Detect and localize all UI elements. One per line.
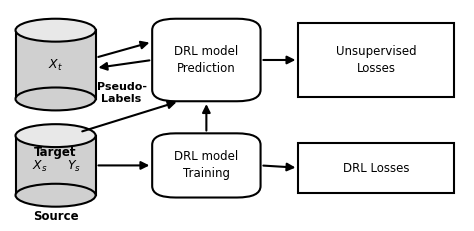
Text: $X_s$: $X_s$ xyxy=(32,158,48,173)
Bar xyxy=(16,136,96,195)
FancyBboxPatch shape xyxy=(152,134,261,198)
Text: $X_t$: $X_t$ xyxy=(48,58,63,73)
Text: Target: Target xyxy=(34,146,77,158)
Text: $Y_s$: $Y_s$ xyxy=(67,158,82,173)
Text: DRL Losses: DRL Losses xyxy=(343,161,409,174)
Text: DRL model
Prediction: DRL model Prediction xyxy=(174,45,238,75)
Text: Source: Source xyxy=(33,210,78,222)
Text: Pseudo-
Labels: Pseudo- Labels xyxy=(97,82,146,104)
Bar xyxy=(298,24,454,97)
FancyBboxPatch shape xyxy=(152,20,261,102)
Ellipse shape xyxy=(16,88,96,111)
Text: Unsupervised
Losses: Unsupervised Losses xyxy=(336,45,416,75)
Ellipse shape xyxy=(16,20,96,43)
Ellipse shape xyxy=(16,125,96,147)
Ellipse shape xyxy=(16,184,96,207)
Bar xyxy=(298,143,454,193)
Text: DRL model
Training: DRL model Training xyxy=(174,150,238,179)
Bar xyxy=(16,31,96,100)
